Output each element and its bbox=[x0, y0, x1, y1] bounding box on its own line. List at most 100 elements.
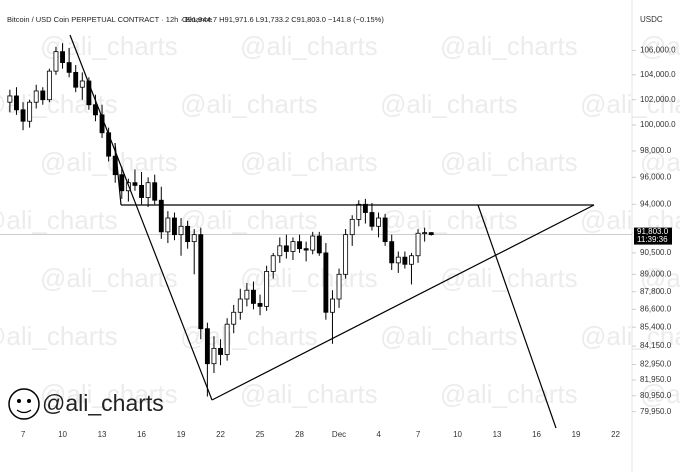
candle-body bbox=[86, 80, 92, 106]
trendlines bbox=[69, 34, 595, 429]
candle-body bbox=[40, 90, 46, 101]
candle-body bbox=[145, 182, 151, 198]
candle-body bbox=[389, 241, 395, 264]
countdown-label: 11:39:36 bbox=[637, 235, 668, 244]
candle-body bbox=[93, 104, 98, 116]
watermark: @ali_charts bbox=[440, 147, 578, 177]
candle-body bbox=[204, 328, 210, 365]
x-tick-label: 13 bbox=[98, 430, 107, 439]
candle-body bbox=[152, 182, 158, 201]
y-tick-label: 89,000.0 bbox=[640, 269, 672, 278]
plot bbox=[0, 43, 636, 413]
watermark: @ali_charts bbox=[240, 147, 378, 177]
trendline bbox=[114, 142, 122, 206]
candle-body bbox=[244, 289, 250, 300]
candle-body bbox=[277, 245, 283, 257]
watermark: @ali_charts bbox=[0, 321, 118, 351]
candle-body bbox=[323, 252, 329, 313]
candle-body bbox=[362, 203, 368, 213]
x-tick-label: 22 bbox=[216, 430, 225, 439]
candle-body bbox=[139, 184, 144, 198]
candle-body bbox=[60, 51, 65, 63]
candle-body bbox=[349, 218, 355, 236]
watermark-logo-text: @ali_charts bbox=[42, 390, 164, 416]
y-tick-label: 90,500.0 bbox=[640, 248, 672, 257]
candle-body bbox=[20, 109, 26, 122]
avatar bbox=[8, 388, 40, 420]
candle-body bbox=[428, 232, 434, 235]
x-tick-label: Dec bbox=[332, 430, 346, 439]
candle-body bbox=[198, 234, 204, 330]
watermark: @ali_charts bbox=[640, 379, 680, 409]
watermark: @ali_charts bbox=[640, 147, 680, 177]
y-tick-label: 102,000.0 bbox=[640, 95, 676, 104]
candle-body bbox=[270, 255, 276, 272]
x-tick-label: 7 bbox=[416, 430, 421, 439]
trendline bbox=[211, 204, 595, 401]
candle-body bbox=[369, 212, 375, 227]
candle-body bbox=[14, 95, 19, 111]
candle-body bbox=[185, 225, 191, 243]
x-tick-label: 22 bbox=[611, 430, 620, 439]
y-tick-label: 106,000.0 bbox=[640, 46, 676, 55]
watermark-layer: @ali_charts@ali_charts@ali_charts@ali_ch… bbox=[0, 31, 680, 409]
candle-body bbox=[132, 182, 138, 186]
candle-body bbox=[158, 199, 164, 233]
avatar-eye bbox=[17, 399, 21, 403]
y-tick-label: 84,150.0 bbox=[640, 341, 672, 350]
candle-body bbox=[336, 273, 342, 300]
y-tick-label: 85,400.0 bbox=[640, 322, 672, 331]
y-tick-label: 100,000.0 bbox=[640, 120, 676, 129]
candle-body bbox=[119, 174, 125, 192]
y-tick-label: 98,000.0 bbox=[640, 146, 672, 155]
candle-body bbox=[402, 256, 408, 265]
watermark: @ali_charts bbox=[180, 89, 318, 119]
watermark: @ali_charts bbox=[240, 31, 378, 61]
watermark: @ali_charts bbox=[640, 31, 680, 61]
x-tick-label: 28 bbox=[295, 430, 304, 439]
x-tick-label: 10 bbox=[58, 430, 67, 439]
candle-body bbox=[343, 234, 349, 275]
candle-body bbox=[165, 217, 171, 233]
x-tick-label: 19 bbox=[572, 430, 581, 439]
candle-body bbox=[73, 71, 79, 88]
candle-body bbox=[290, 241, 296, 252]
candle-body bbox=[172, 217, 177, 236]
candle-body bbox=[224, 323, 230, 355]
watermark: @ali_charts bbox=[640, 263, 680, 293]
candle-body bbox=[409, 255, 414, 265]
candle-body bbox=[191, 234, 197, 243]
watermark: @ali_charts bbox=[380, 205, 518, 235]
candle-body bbox=[283, 245, 289, 252]
candle-body bbox=[395, 256, 401, 264]
price-tag-label: 91,803.0 bbox=[637, 227, 669, 236]
candle-body bbox=[66, 62, 72, 73]
candle-body bbox=[218, 347, 223, 355]
y-tick-label: 81,950.0 bbox=[640, 375, 672, 384]
candle-body bbox=[27, 101, 33, 122]
currency-label: USDC bbox=[640, 15, 663, 24]
x-tick-label: 16 bbox=[532, 430, 541, 439]
watermark: @ali_charts bbox=[440, 31, 578, 61]
y-tick-label: 79,950.0 bbox=[640, 407, 672, 416]
watermark: @ali_charts bbox=[40, 263, 178, 293]
candle-body bbox=[46, 70, 52, 101]
candle-body bbox=[382, 217, 388, 243]
x-tick-label: 16 bbox=[137, 430, 146, 439]
logo: @ali_charts bbox=[8, 388, 164, 420]
candle-body bbox=[251, 289, 256, 304]
y-tick-label: 82,950.0 bbox=[640, 360, 672, 369]
candle-body bbox=[53, 51, 59, 72]
candle-body bbox=[330, 298, 335, 313]
watermark: @ali_charts bbox=[40, 379, 178, 409]
watermark: @ali_charts bbox=[240, 263, 378, 293]
trendline bbox=[69, 34, 213, 401]
candle-body bbox=[106, 132, 112, 157]
candle-body bbox=[376, 217, 381, 227]
candle-body bbox=[422, 232, 428, 235]
candle-body bbox=[303, 248, 309, 251]
y-tick-label: 94,000.0 bbox=[640, 199, 672, 208]
avatar-mouth bbox=[16, 409, 32, 414]
candle-body bbox=[264, 271, 270, 307]
